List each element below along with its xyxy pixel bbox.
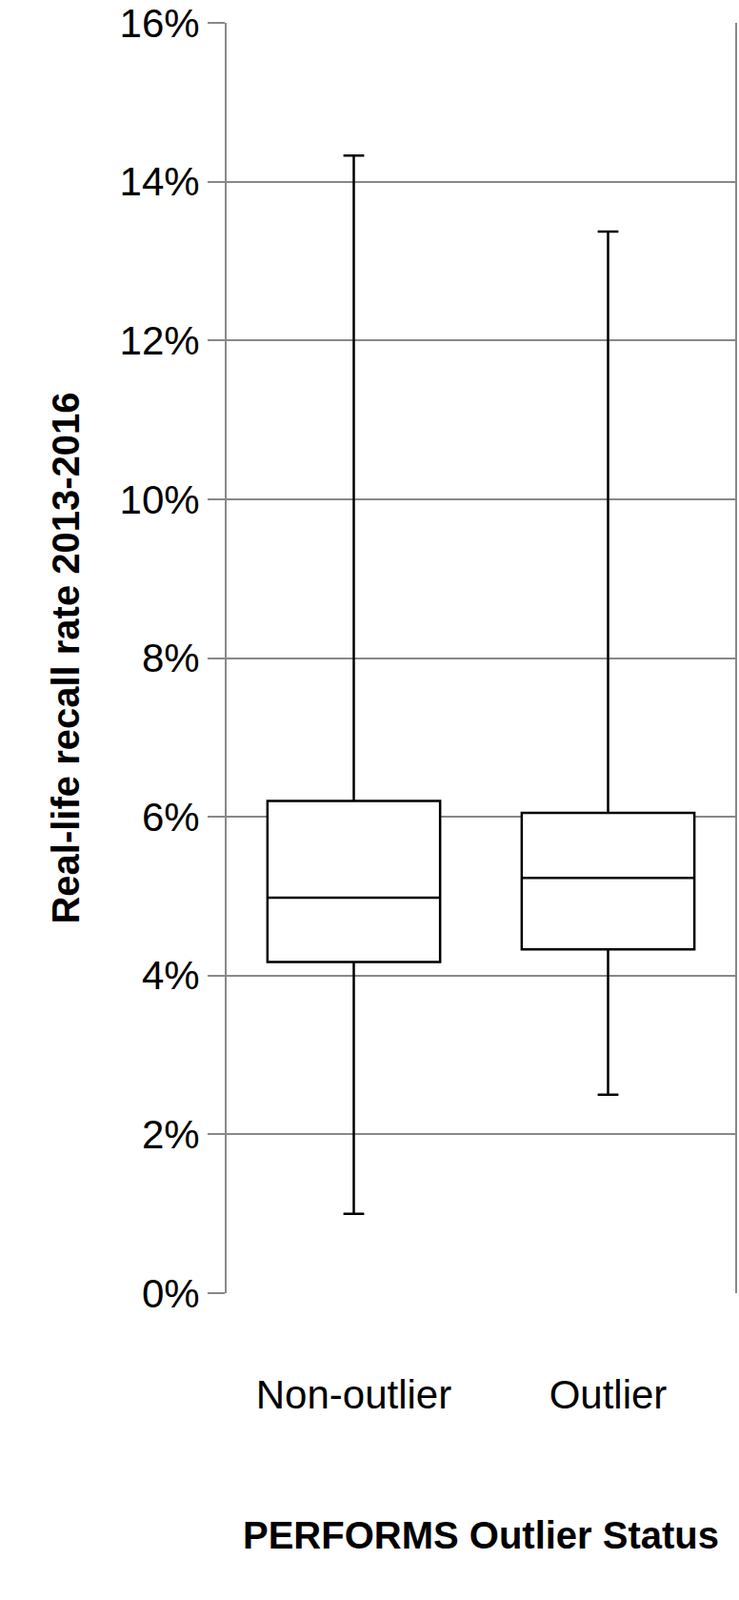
svg-text:12%: 12%: [119, 318, 200, 363]
svg-text:6%: 6%: [141, 794, 200, 839]
svg-text:PERFORMS Outlier Status: PERFORMS Outlier Status: [242, 1513, 720, 1556]
svg-text:Non-outlier: Non-outlier: [256, 1371, 452, 1417]
svg-text:Real-life recall rate 2013-201: Real-life recall rate 2013-2016: [44, 391, 87, 923]
svg-text:0%: 0%: [141, 1270, 200, 1316]
svg-text:2%: 2%: [141, 1111, 200, 1157]
svg-text:4%: 4%: [141, 952, 200, 998]
svg-text:16%: 16%: [119, 0, 200, 46]
svg-text:10%: 10%: [119, 477, 200, 522]
svg-text:Outlier: Outlier: [549, 1371, 668, 1417]
svg-text:8%: 8%: [141, 635, 200, 680]
svg-text:14%: 14%: [119, 159, 200, 204]
